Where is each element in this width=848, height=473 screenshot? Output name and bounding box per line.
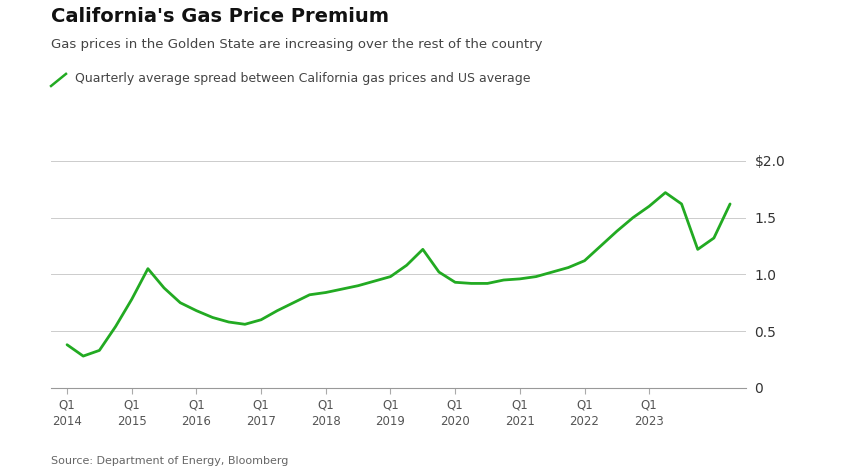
Text: Quarterly average spread between California gas prices and US average: Quarterly average spread between Califor…	[75, 72, 530, 86]
Text: Source: Department of Energy, Bloomberg: Source: Department of Energy, Bloomberg	[51, 456, 288, 466]
Text: Gas prices in the Golden State are increasing over the rest of the country: Gas prices in the Golden State are incre…	[51, 38, 543, 51]
Text: California's Gas Price Premium: California's Gas Price Premium	[51, 7, 389, 26]
